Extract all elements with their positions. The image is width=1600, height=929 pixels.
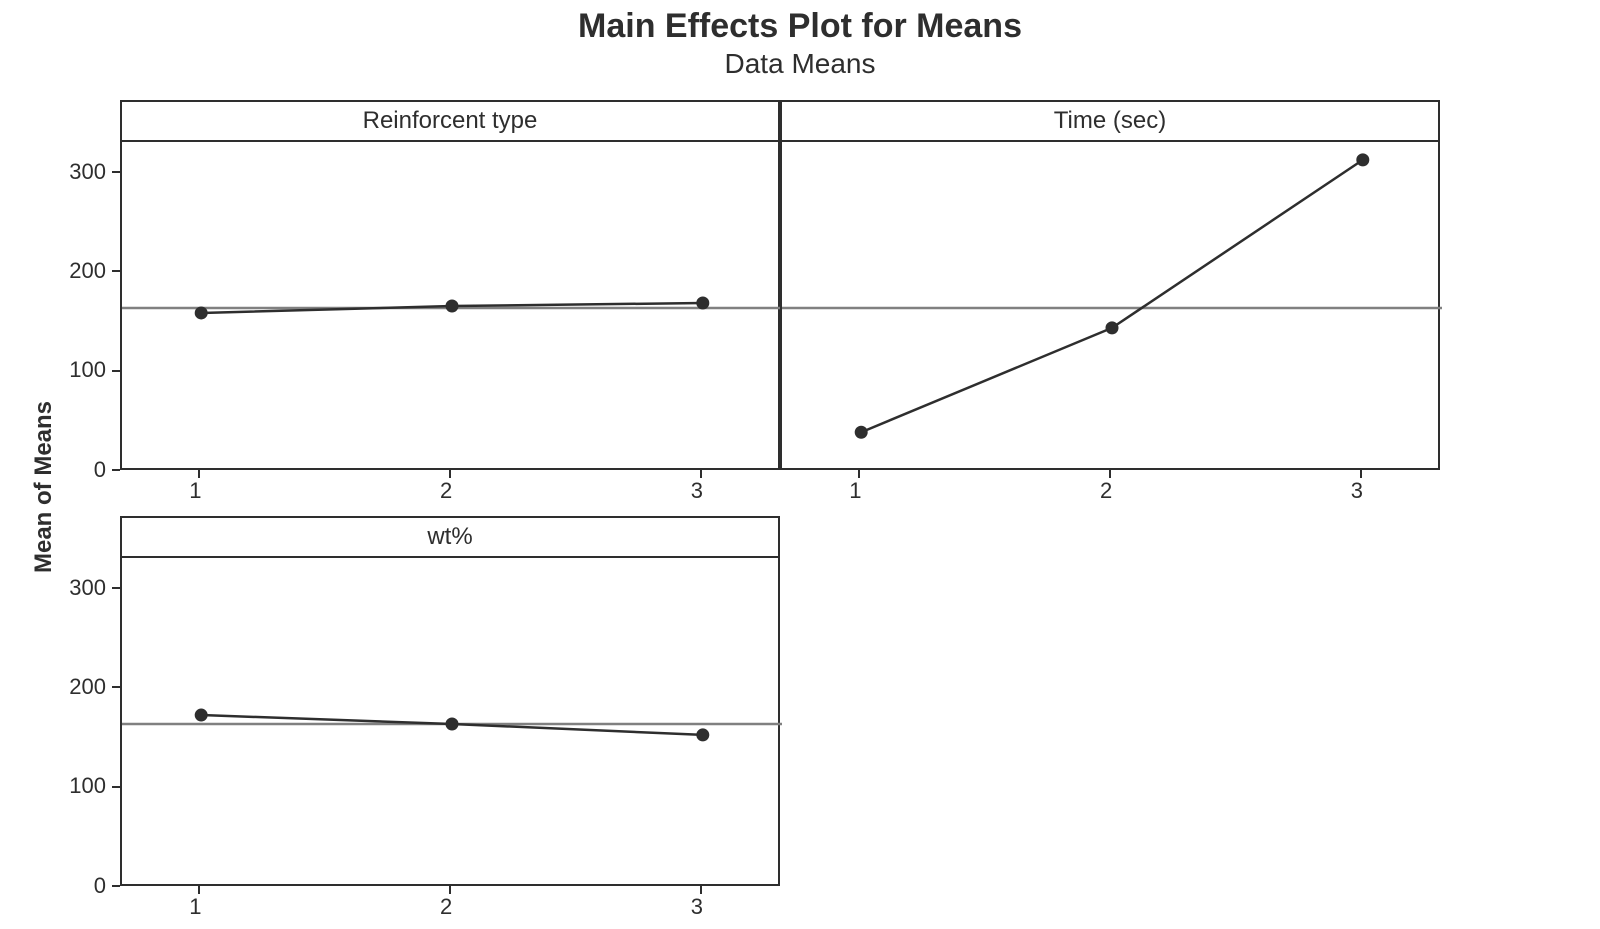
x-tick-label: 3 bbox=[1351, 478, 1363, 504]
y-tick-mark bbox=[112, 469, 120, 471]
y-tick-mark bbox=[112, 270, 120, 272]
y-tick-label: 300 bbox=[46, 575, 106, 601]
data-marker bbox=[1106, 322, 1118, 334]
x-tick-label: 1 bbox=[189, 478, 201, 504]
panel-svg bbox=[122, 558, 782, 886]
data-marker bbox=[1357, 154, 1369, 166]
x-tick-mark bbox=[1109, 470, 1111, 478]
data-marker bbox=[446, 300, 458, 312]
panel-grid: Reinforcent type0100200300123Time (sec)1… bbox=[120, 100, 1440, 886]
panel-svg bbox=[782, 142, 1442, 470]
y-tick-mark bbox=[112, 587, 120, 589]
x-tick-mark bbox=[449, 886, 451, 894]
panel-reinforcement-type: Reinforcent type0100200300123 bbox=[120, 100, 780, 470]
y-tick-label: 200 bbox=[46, 258, 106, 284]
x-tick-mark bbox=[1360, 470, 1362, 478]
x-tick-label: 1 bbox=[849, 478, 861, 504]
panel-header: Time (sec) bbox=[780, 100, 1440, 142]
x-tick-mark bbox=[449, 470, 451, 478]
x-tick-mark bbox=[700, 886, 702, 894]
data-marker bbox=[446, 718, 458, 730]
y-tick-mark bbox=[112, 686, 120, 688]
y-tick-label: 0 bbox=[46, 873, 106, 899]
data-marker bbox=[697, 297, 709, 309]
x-tick-label: 3 bbox=[691, 894, 703, 920]
x-tick-mark bbox=[858, 470, 860, 478]
panel-wt-percent: wt%0100200300123 bbox=[120, 516, 780, 886]
x-tick-mark bbox=[198, 470, 200, 478]
y-tick-label: 100 bbox=[46, 773, 106, 799]
chart-title: Main Effects Plot for Means bbox=[0, 8, 1600, 45]
y-tick-mark bbox=[112, 885, 120, 887]
data-marker bbox=[195, 307, 207, 319]
data-marker bbox=[195, 709, 207, 721]
panel-plot bbox=[120, 558, 780, 886]
x-tick-label: 2 bbox=[440, 894, 452, 920]
y-tick-mark bbox=[112, 786, 120, 788]
x-tick-label: 2 bbox=[440, 478, 452, 504]
x-tick-label: 1 bbox=[189, 894, 201, 920]
panel-time-sec: Time (sec)123 bbox=[780, 100, 1440, 470]
y-tick-label: 300 bbox=[46, 159, 106, 185]
y-tick-label: 0 bbox=[46, 457, 106, 483]
x-tick-label: 3 bbox=[691, 478, 703, 504]
panel-plot bbox=[780, 142, 1440, 470]
series-line bbox=[861, 160, 1363, 432]
y-tick-label: 100 bbox=[46, 357, 106, 383]
panel-plot bbox=[120, 142, 780, 470]
y-axis-label: Mean of Means bbox=[30, 401, 58, 573]
y-tick-mark bbox=[112, 171, 120, 173]
chart-root: Main Effects Plot for Means Data Means M… bbox=[0, 0, 1600, 929]
y-tick-label: 200 bbox=[46, 674, 106, 700]
y-tick-mark bbox=[112, 370, 120, 372]
x-tick-mark bbox=[198, 886, 200, 894]
panel-header: wt% bbox=[120, 516, 780, 558]
data-marker bbox=[855, 426, 867, 438]
x-tick-mark bbox=[700, 470, 702, 478]
panel-header: Reinforcent type bbox=[120, 100, 780, 142]
chart-subtitle: Data Means bbox=[0, 48, 1600, 80]
panel-svg bbox=[122, 142, 782, 470]
data-marker bbox=[697, 729, 709, 741]
x-tick-label: 2 bbox=[1100, 478, 1112, 504]
